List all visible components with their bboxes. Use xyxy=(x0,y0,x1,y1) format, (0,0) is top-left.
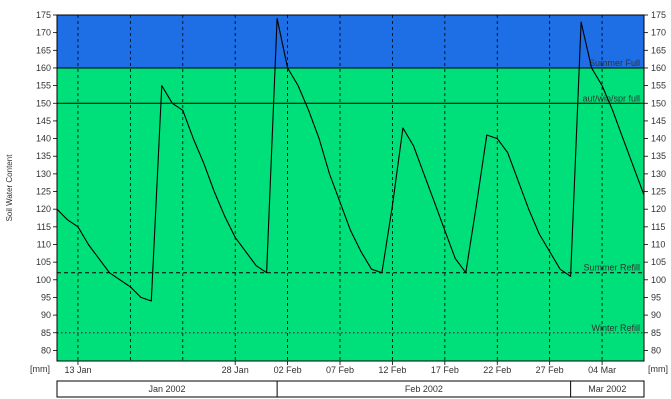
y-tick-label-right: 155 xyxy=(651,81,666,91)
x-axis: 13 Jan 28 Jan 02 Feb 07 Feb 12 Feb 17 Feb 22 F… xyxy=(64,361,616,375)
y-tick-label-right: 90 xyxy=(651,310,661,320)
y-tick-label-right: 130 xyxy=(651,169,666,179)
y-tick-label-right: 170 xyxy=(651,28,666,38)
zone-0 xyxy=(57,15,644,68)
series-line-0 xyxy=(56,17,645,302)
month-bar-frame xyxy=(56,380,645,398)
x-tick-label: 28 Jan xyxy=(222,365,249,375)
y-axis-right: 80 85 90 95 100 105 110 115 120 125 130 135 140 145 15… xyxy=(644,10,666,355)
y-tick-label-left: 175 xyxy=(36,10,51,20)
threshold-label-0: Summer Full xyxy=(589,58,640,68)
y-tick-label-left: 155 xyxy=(36,81,51,91)
threshold-label-3: Winter Refill xyxy=(591,323,640,333)
moisture-zones xyxy=(57,15,644,362)
y-tick-label-right: 80 xyxy=(651,345,661,355)
month-label: Mar 2002 xyxy=(588,384,626,394)
y-tick-label-left: 85 xyxy=(41,328,51,338)
y-tick-label-right: 110 xyxy=(651,239,665,249)
y-tick-label-right: 160 xyxy=(651,63,666,73)
y-tick-label-right: 165 xyxy=(651,45,666,55)
zone-1 xyxy=(57,67,644,362)
x-tick-label: 04 Mar xyxy=(588,365,616,375)
y-axis-title: Soil Water Content xyxy=(5,154,14,222)
y-tick-label-left: 95 xyxy=(41,292,51,302)
x-tick-label: 12 Feb xyxy=(378,365,406,375)
month-label: Feb 2002 xyxy=(405,384,443,394)
y-tick-label-left: 160 xyxy=(36,63,51,73)
y-tick-label-left: 100 xyxy=(36,275,51,285)
y-tick-label-left: 145 xyxy=(36,116,51,126)
y-tick-label-right: 100 xyxy=(651,275,666,285)
x-tick-label: 22 Feb xyxy=(483,365,511,375)
month-label: Jan 2002 xyxy=(149,384,186,394)
y-tick-label-left: 105 xyxy=(36,257,51,267)
y-tick-label-left: 135 xyxy=(36,151,51,161)
y-tick-label-left: 150 xyxy=(36,98,51,108)
y-tick-label-left: 115 xyxy=(37,222,51,232)
y-tick-label-left: 90 xyxy=(41,310,51,320)
y-tick-label-right: 115 xyxy=(651,222,665,232)
x-tick-label: 13 Jan xyxy=(64,365,91,375)
x-tick-label: 17 Feb xyxy=(431,365,459,375)
y-tick-label-left: 110 xyxy=(37,239,51,249)
y-tick-label-left: 140 xyxy=(36,134,51,144)
y-tick-label-right: 95 xyxy=(651,292,661,302)
y-tick-label-right: 150 xyxy=(651,98,666,108)
unit-label-right: [mm] xyxy=(648,364,668,374)
threshold-lines: Summer Full aut/win/spr full Summer Refill… xyxy=(57,58,644,334)
y-axis-left: 80 85 90 95 100 105 110 115 120 125 130 135 140 145 15… xyxy=(36,10,57,355)
y-tick-label-right: 175 xyxy=(651,10,666,20)
x-tick-label: 02 Feb xyxy=(274,365,302,375)
x-tick-label: 07 Feb xyxy=(326,365,354,375)
y-tick-label-right: 85 xyxy=(651,328,661,338)
y-tick-label-left: 165 xyxy=(36,45,51,55)
y-tick-label-right: 145 xyxy=(651,116,666,126)
threshold-label-2: Summer Refill xyxy=(583,263,640,273)
y-tick-label-right: 135 xyxy=(651,151,666,161)
grid-lines xyxy=(77,15,603,361)
month-bar: Jan 2002 Feb 2002 Mar 2002 xyxy=(56,380,645,398)
y-tick-label-right: 125 xyxy=(651,187,666,197)
series-layer xyxy=(56,17,645,302)
unit-label-left: [mm] xyxy=(30,364,50,374)
y-tick-label-right: 105 xyxy=(651,257,666,267)
y-tick-label-left: 125 xyxy=(36,187,51,197)
y-tick-label-left: 170 xyxy=(36,28,51,38)
plot-frame xyxy=(56,14,645,362)
y-tick-label-left: 120 xyxy=(36,204,51,214)
y-tick-label-left: 80 xyxy=(41,345,51,355)
y-tick-label-left: 130 xyxy=(36,169,51,179)
x-tick-label: 27 Feb xyxy=(536,365,564,375)
y-tick-label-right: 120 xyxy=(651,204,666,214)
threshold-label-1: aut/win/spr full xyxy=(582,93,640,103)
y-tick-label-right: 140 xyxy=(651,134,666,144)
